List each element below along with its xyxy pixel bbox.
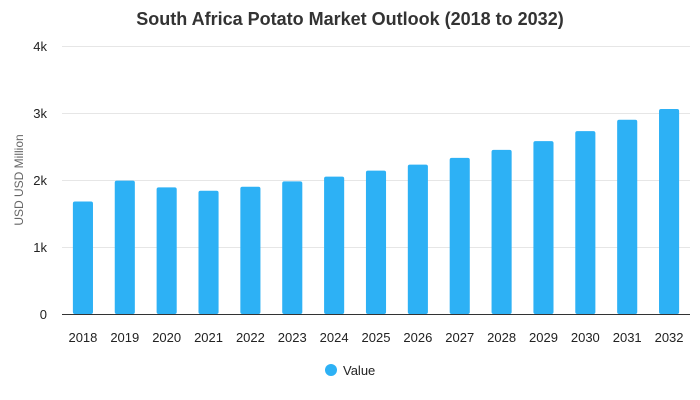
x-tick-label: 2019 xyxy=(110,330,139,345)
x-tick-label: 2028 xyxy=(487,330,516,345)
y-axis-ticks: 0 1k 2k 3k 4k xyxy=(33,39,47,322)
x-tick-label: 2020 xyxy=(152,330,181,345)
bar-2020[interactable] xyxy=(156,187,177,314)
y-tick-label: 0 xyxy=(40,307,47,322)
x-tick-label: 2023 xyxy=(278,330,307,345)
y-axis-title: USD USD Million xyxy=(12,134,26,225)
bar-2027[interactable] xyxy=(449,157,470,314)
y-tick-label: 1k xyxy=(33,240,47,255)
x-tick-label: 2022 xyxy=(236,330,265,345)
legend-label: Value xyxy=(343,363,375,378)
legend-marker xyxy=(325,364,337,376)
bar-2024[interactable] xyxy=(324,176,345,314)
x-tick-label: 2032 xyxy=(655,330,684,345)
x-tick-label: 2025 xyxy=(362,330,391,345)
x-tick-label: 2024 xyxy=(320,330,349,345)
bar-2030[interactable] xyxy=(575,131,596,314)
bar-2029[interactable] xyxy=(533,141,554,314)
bar-2018[interactable] xyxy=(72,201,93,314)
bar-2031[interactable] xyxy=(617,119,638,314)
x-tick-label: 2021 xyxy=(194,330,223,345)
x-tick-label: 2018 xyxy=(68,330,97,345)
y-tick-label: 2k xyxy=(33,173,47,188)
bars xyxy=(72,108,680,314)
x-tick-label: 2029 xyxy=(529,330,558,345)
chart-title: South Africa Potato Market Outlook (2018… xyxy=(136,9,563,29)
y-tick-label: 4k xyxy=(33,39,47,54)
bar-2022[interactable] xyxy=(240,186,261,314)
x-tick-label: 2030 xyxy=(571,330,600,345)
x-tick-label: 2031 xyxy=(613,330,642,345)
x-axis-ticks: 2018 2019 2020 2021 2022 2023 2024 2025 2026 2027… xyxy=(68,330,683,345)
bar-2025[interactable] xyxy=(365,170,387,314)
bar-2019[interactable] xyxy=(114,180,135,314)
x-tick-label: 2026 xyxy=(403,330,432,345)
y-tick-label: 3k xyxy=(33,106,47,121)
legend[interactable]: Value xyxy=(325,363,375,378)
bar-2021[interactable] xyxy=(198,190,219,314)
x-tick-label: 2027 xyxy=(445,330,474,345)
bar-2032[interactable] xyxy=(659,108,680,314)
bar-2023[interactable] xyxy=(282,181,303,314)
bar-2026[interactable] xyxy=(407,164,428,314)
bar-2028[interactable] xyxy=(491,149,512,314)
